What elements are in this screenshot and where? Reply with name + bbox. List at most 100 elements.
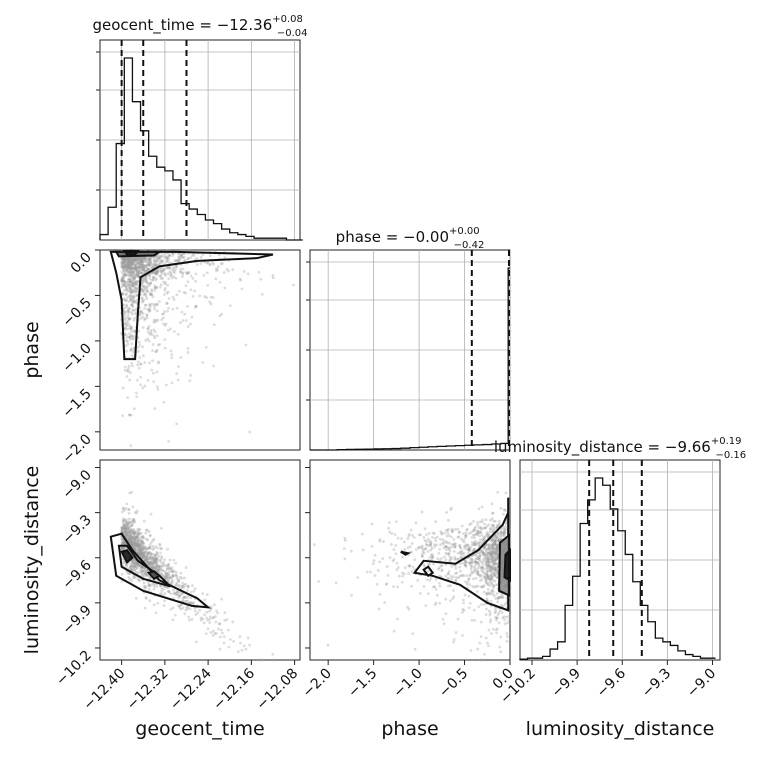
sample-point bbox=[468, 547, 471, 550]
sample-point bbox=[124, 292, 128, 296]
sample-point bbox=[153, 565, 156, 569]
sample-point bbox=[499, 530, 503, 534]
sample-point bbox=[148, 557, 151, 560]
sample-point bbox=[134, 596, 138, 600]
sample-point bbox=[143, 556, 146, 560]
sample-point bbox=[491, 578, 495, 582]
sample-point bbox=[136, 541, 140, 545]
sample-point bbox=[135, 273, 139, 277]
sample-point bbox=[140, 547, 144, 551]
sample-point bbox=[126, 537, 130, 541]
sample-point bbox=[222, 641, 226, 645]
sample-point bbox=[139, 260, 143, 264]
sample-point bbox=[124, 527, 128, 531]
sample-point bbox=[410, 550, 414, 554]
sample-point bbox=[486, 583, 490, 587]
sample-point bbox=[154, 286, 157, 290]
sample-point bbox=[123, 298, 127, 302]
sample-point bbox=[132, 518, 136, 521]
sample-point bbox=[140, 259, 144, 262]
sample-point bbox=[491, 562, 495, 565]
sample-point bbox=[163, 564, 167, 568]
sample-point bbox=[181, 256, 185, 260]
sample-point bbox=[492, 550, 496, 554]
sample-point bbox=[133, 266, 137, 270]
sample-point bbox=[139, 552, 143, 556]
sample-point bbox=[417, 533, 421, 537]
sample-point bbox=[147, 560, 151, 564]
sample-point bbox=[130, 285, 134, 289]
sample-point bbox=[123, 310, 127, 314]
panel-distance-hist: −10.2 −9.9 −9.6 −9.3 −9.0 luminosity_distanc… bbox=[494, 436, 746, 707]
sample-point bbox=[145, 551, 149, 555]
sample-point bbox=[434, 520, 438, 523]
sample-point bbox=[120, 546, 124, 550]
sample-point bbox=[137, 265, 141, 269]
sample-point bbox=[184, 595, 187, 599]
sample-point bbox=[152, 259, 156, 263]
sample-point bbox=[395, 568, 399, 572]
sample-point bbox=[142, 267, 146, 270]
sample-point bbox=[134, 293, 138, 297]
sample-point bbox=[440, 568, 444, 572]
sample-point bbox=[174, 561, 177, 565]
sample-point bbox=[445, 510, 449, 514]
sample-point bbox=[129, 327, 132, 331]
sample-point bbox=[188, 379, 192, 383]
sample-point bbox=[135, 541, 139, 545]
sample-point bbox=[186, 584, 190, 588]
sample-point bbox=[131, 336, 135, 340]
sample-point bbox=[491, 525, 495, 529]
sample-point bbox=[133, 510, 137, 514]
sample-point bbox=[450, 527, 454, 531]
sample-point bbox=[146, 289, 150, 293]
distance-quantile-lines bbox=[588, 460, 643, 660]
sample-point bbox=[182, 291, 186, 294]
sample-point bbox=[129, 269, 133, 273]
sample-point bbox=[142, 265, 145, 269]
sample-point bbox=[134, 282, 138, 286]
sample-point bbox=[141, 259, 144, 262]
sample-point bbox=[462, 551, 466, 555]
sample-point bbox=[164, 577, 168, 581]
sample-point bbox=[143, 258, 147, 261]
sample-point bbox=[130, 530, 134, 534]
sample-point bbox=[464, 531, 468, 535]
sample-point bbox=[452, 575, 455, 579]
sample-point bbox=[506, 635, 509, 639]
sample-point bbox=[132, 257, 135, 261]
sample-point bbox=[177, 583, 181, 587]
sample-point bbox=[423, 565, 426, 568]
sample-point bbox=[132, 281, 136, 285]
sample-point bbox=[133, 257, 137, 261]
sample-point bbox=[408, 545, 412, 548]
sample-point bbox=[126, 309, 129, 313]
sample-point bbox=[142, 256, 146, 260]
sample-point bbox=[427, 592, 430, 596]
sample-point bbox=[160, 260, 164, 263]
sample-point bbox=[143, 587, 147, 590]
sample-point bbox=[133, 279, 137, 283]
sample-point bbox=[470, 543, 474, 547]
sample-point bbox=[504, 525, 507, 528]
sample-point bbox=[141, 345, 145, 349]
sample-point bbox=[138, 543, 142, 547]
sample-point bbox=[127, 285, 131, 288]
sample-point bbox=[128, 272, 132, 276]
sample-point bbox=[139, 566, 143, 569]
x-tick-label: −12.32 bbox=[124, 666, 172, 714]
sample-point bbox=[242, 270, 246, 273]
sample-point bbox=[474, 560, 477, 563]
sample-point bbox=[132, 407, 136, 411]
sample-point bbox=[157, 567, 160, 571]
sample-point bbox=[123, 523, 127, 527]
sample-point bbox=[145, 314, 149, 317]
sample-point bbox=[139, 549, 143, 552]
sample-point bbox=[463, 593, 467, 597]
sample-point bbox=[431, 531, 435, 535]
sample-point bbox=[203, 613, 206, 617]
sample-point bbox=[121, 414, 125, 418]
sample-point bbox=[122, 542, 126, 546]
sample-point bbox=[155, 557, 159, 561]
sample-point bbox=[165, 566, 169, 570]
